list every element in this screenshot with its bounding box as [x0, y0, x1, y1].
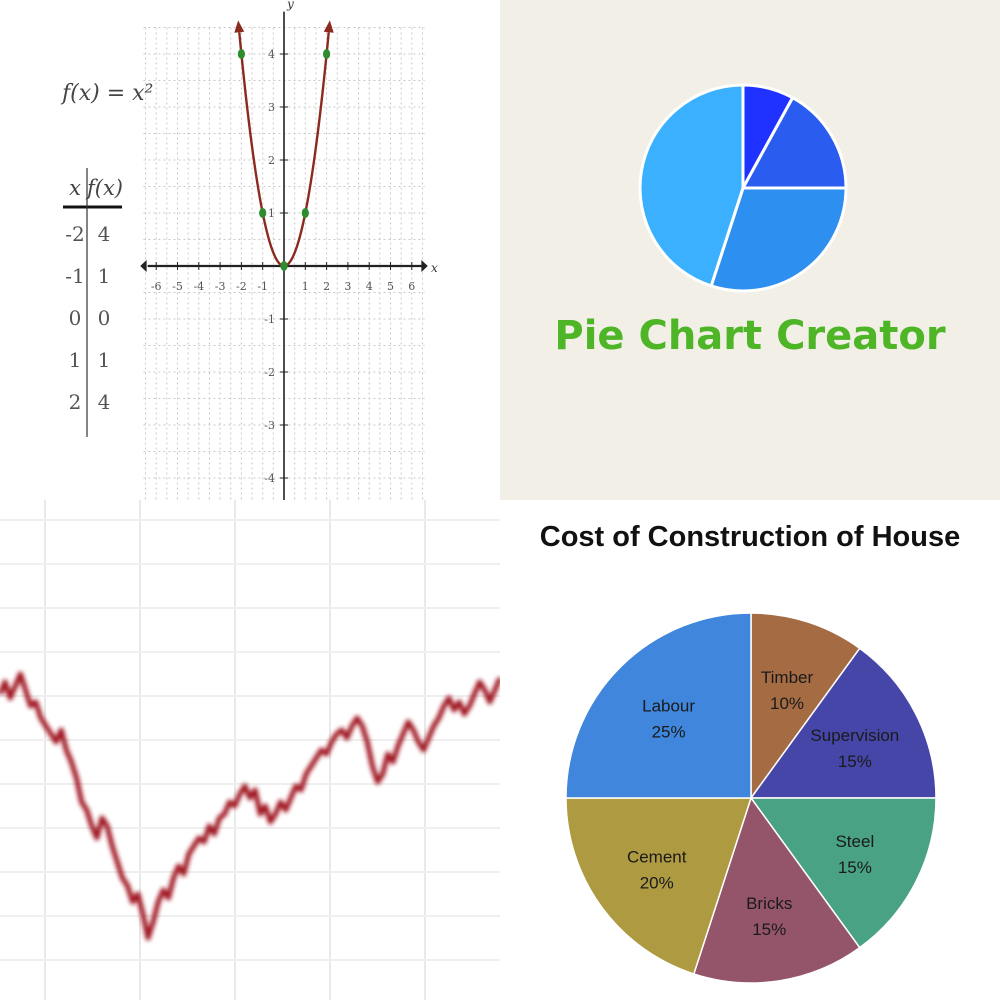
table-cell-x: 2 — [69, 390, 82, 414]
x-tick-label: -5 — [172, 280, 183, 293]
curve-arrows — [234, 20, 334, 33]
x-tick-label: -3 — [215, 280, 226, 293]
logo-pie — [638, 83, 848, 293]
slice-percent-label: 15% — [838, 858, 872, 877]
x-axis-arrow — [421, 260, 428, 272]
x-tick-label: 1 — [302, 280, 309, 293]
y-tick-label: 3 — [268, 101, 275, 114]
x-tick-label: 6 — [408, 280, 415, 293]
curve-arrow-head — [234, 20, 245, 33]
y-tick-label: -1 — [264, 313, 275, 326]
slice-category-label: Timber — [761, 668, 814, 687]
pie-slice — [565, 797, 753, 975]
table-cell-fx: 1 — [98, 348, 111, 372]
table-cell-x: 1 — [69, 348, 82, 372]
x-axis-label: x — [431, 261, 438, 275]
table-cell-x: 0 — [69, 306, 82, 330]
pie-chart-creator-panel: Pie Chart Creator — [500, 0, 1000, 500]
pie-slice — [565, 612, 752, 799]
logo-pie-slice — [709, 186, 848, 293]
logo-text: Pie Chart Creator — [554, 313, 945, 359]
value-table: x f(x)-2 4-1 10 01 12 4 — [63, 168, 123, 437]
y-tick-label: -2 — [264, 366, 275, 379]
pie-slice — [749, 797, 937, 949]
table-cell-fx: 4 — [98, 222, 111, 246]
logo-pie-slice — [638, 83, 745, 288]
table-header: x — [69, 176, 81, 200]
pie — [565, 612, 937, 984]
x-tick-label: -2 — [236, 280, 247, 293]
slice-percent-label: 20% — [640, 874, 674, 893]
data-point — [301, 208, 309, 218]
logo-pie-slice — [741, 96, 848, 190]
x-tick-label: 3 — [344, 280, 351, 293]
table-cell-fx: 1 — [98, 264, 111, 288]
stock-line-svg — [0, 500, 500, 1000]
slice-labels: Timber 10% Supervision 15% Steel 15% Bricks 15%… — [627, 668, 899, 939]
pie-slice — [750, 612, 861, 801]
x-tick-label: -6 — [151, 280, 162, 293]
y-tick-label: -4 — [264, 472, 275, 485]
slice-category-label: Bricks — [746, 894, 792, 913]
slice-category-label: Labour — [642, 697, 695, 716]
slice-percent-label: 15% — [752, 920, 786, 939]
y-tick-label: 4 — [268, 48, 275, 61]
table-cell-x: -2 — [65, 222, 84, 246]
x-tick-label: 2 — [323, 280, 330, 293]
pie-logo-svg: Pie Chart Creator — [554, 83, 946, 359]
series-line — [0, 671, 500, 941]
chart-title: Cost of Construction of House — [540, 521, 960, 553]
table-cell-fx: 0 — [98, 306, 111, 330]
y-tick-label: -3 — [264, 419, 275, 432]
slice-category-label: Steel — [835, 832, 874, 851]
table-cell-x: -1 — [65, 264, 84, 288]
curve-arrow-head — [323, 20, 334, 33]
slice-percent-label: 10% — [770, 694, 804, 713]
x-tick-label: 4 — [366, 280, 373, 293]
stock-line-chart-panel — [0, 500, 500, 1000]
table-header: f(x) — [85, 176, 123, 200]
data-point — [259, 208, 267, 218]
x-tick-label: -4 — [193, 280, 204, 293]
data-point — [280, 261, 288, 271]
y-tick-label: 2 — [268, 154, 275, 167]
pie-slice — [692, 796, 861, 984]
data-point — [323, 49, 331, 59]
highlighted-points — [237, 49, 331, 271]
tick-labels: -6 -5 -4 -3 -2 -1 1 2 3 4 5 6 -4 -3 -2 -1 1 2 3 4 — [151, 48, 415, 485]
slice-percent-label: 25% — [652, 723, 686, 742]
x-tick-label: -1 — [257, 280, 268, 293]
x-tick-label: 5 — [387, 280, 394, 293]
slice-category-label: Supervision — [810, 726, 899, 745]
data-point — [237, 49, 245, 59]
construction-pie-svg: Cost of Construction of House Timber 10% S… — [540, 521, 960, 984]
construction-cost-panel: Cost of Construction of House Timber 10% S… — [500, 500, 1000, 1000]
function-label: f(x) = x² — [60, 81, 153, 106]
y-tick-label: 1 — [268, 207, 275, 220]
slice-percent-label: 15% — [838, 752, 872, 771]
x-axis-arrow — [140, 260, 147, 272]
y-axis-label: y — [286, 0, 294, 11]
table-cell-fx: 4 — [98, 390, 111, 414]
slice-category-label: Cement — [627, 848, 687, 867]
pie-slice — [749, 647, 937, 799]
